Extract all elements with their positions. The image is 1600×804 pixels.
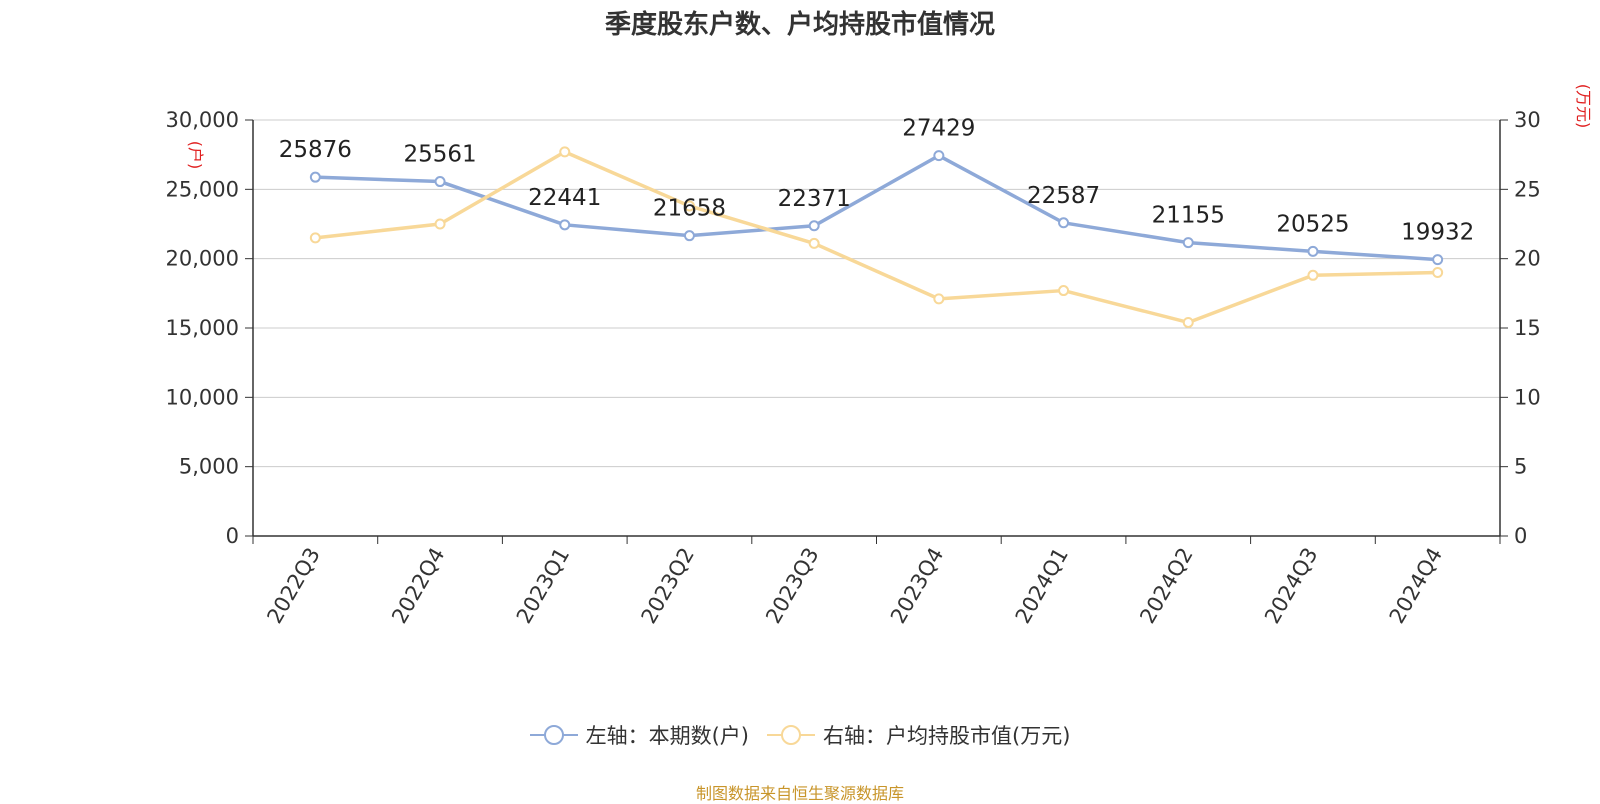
data-label: 20525 xyxy=(1276,211,1349,237)
data-point-left xyxy=(1432,254,1444,266)
data-point-right xyxy=(1432,267,1444,279)
data-point-left xyxy=(1307,245,1319,257)
data-point-left xyxy=(434,176,446,188)
data-point-right xyxy=(808,237,820,249)
legend: 左轴：本期数(户) 右轴：户均持股市值(万元) xyxy=(0,720,1600,750)
data-point-left xyxy=(808,220,820,232)
data-point-left xyxy=(1058,217,1070,229)
legend-item-right-series[interactable]: 右轴：户均持股市值(万元) xyxy=(767,720,1070,750)
series-line-right xyxy=(315,150,1438,325)
legend-label-right-series: 右轴：户均持股市值(万元) xyxy=(823,724,1071,748)
legend-item-left-series[interactable]: 左轴：本期数(户) xyxy=(529,720,749,750)
data-label: 22441 xyxy=(528,185,601,211)
chart-title: 季度股东户数、户均持股市值情况 xyxy=(604,10,995,40)
legend-line-circle-icon xyxy=(529,725,578,745)
data-point-right xyxy=(933,293,945,305)
y-left-tick-label: 0 xyxy=(226,524,239,548)
data-point-right xyxy=(309,232,321,244)
series-line-left xyxy=(315,153,1438,262)
data-point-left xyxy=(309,171,321,183)
x-tick-label: 2024Q2 xyxy=(1135,544,1197,628)
data-point-left xyxy=(683,230,695,242)
data-point-left xyxy=(559,219,571,231)
y-right-tick-label: 5 xyxy=(1514,455,1527,479)
data-point-right xyxy=(1307,269,1319,281)
y-right-tick-label: 30 xyxy=(1514,108,1541,132)
data-label: 27429 xyxy=(902,116,975,142)
data-point-right xyxy=(559,146,571,158)
y-right-tick-label: 25 xyxy=(1514,177,1541,201)
y-left-tick-label: 5,000 xyxy=(179,455,239,479)
x-tick-label: 2023Q3 xyxy=(761,544,823,628)
y-left-tick-label: 15,000 xyxy=(166,316,239,340)
x-tick-label: 2024Q1 xyxy=(1011,544,1073,628)
data-label: 21155 xyxy=(1152,203,1225,229)
data-label: 22371 xyxy=(778,186,851,212)
y-left-tick-label: 10,000 xyxy=(166,385,239,409)
y-right-unit-label: (万元) xyxy=(1574,84,1593,129)
y-left-unit-label: (户) xyxy=(186,141,205,170)
data-point-right xyxy=(434,218,446,230)
data-label: 25876 xyxy=(279,137,352,163)
x-tick-label: 2024Q4 xyxy=(1385,544,1447,628)
legend-line-circle-icon xyxy=(767,725,815,745)
x-tick-label: 2023Q4 xyxy=(886,544,948,628)
y-right-tick-label: 10 xyxy=(1514,385,1541,409)
data-label: 22587 xyxy=(1027,183,1100,209)
data-point-left xyxy=(933,150,945,162)
y-right-tick-label: 0 xyxy=(1514,524,1527,548)
data-point-left xyxy=(1182,237,1194,249)
y-right-tick-label: 15 xyxy=(1514,316,1541,340)
source-note: 制图数据来自恒生聚源数据库 xyxy=(695,784,904,803)
data-point-right xyxy=(683,200,695,212)
x-tick-label: 2022Q4 xyxy=(387,544,449,628)
data-label: 21658 xyxy=(653,196,726,222)
y-left-tick-label: 20,000 xyxy=(166,247,239,271)
x-tick-label: 2022Q3 xyxy=(262,544,324,628)
x-tick-label: 2024Q3 xyxy=(1260,544,1322,628)
data-label: 19932 xyxy=(1401,220,1474,246)
legend-label-left-series: 左轴：本期数(户) xyxy=(585,724,749,748)
data-label: 25561 xyxy=(403,142,476,168)
x-tick-label: 2023Q1 xyxy=(512,544,574,628)
data-point-right xyxy=(1058,285,1070,297)
y-left-tick-label: 25,000 xyxy=(166,177,239,201)
data-point-right xyxy=(1182,316,1194,328)
y-left-tick-label: 30,000 xyxy=(166,108,239,132)
y-right-tick-label: 20 xyxy=(1514,247,1541,271)
x-tick-label: 2023Q2 xyxy=(637,544,699,628)
